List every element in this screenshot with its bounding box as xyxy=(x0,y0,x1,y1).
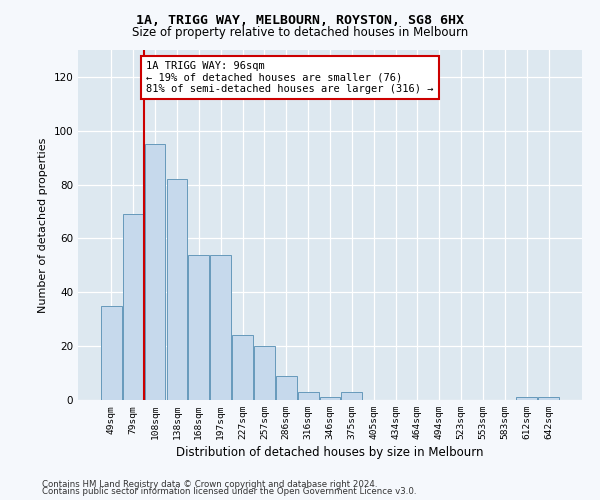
Text: Contains public sector information licensed under the Open Government Licence v3: Contains public sector information licen… xyxy=(42,488,416,496)
Text: 1A TRIGG WAY: 96sqm
← 19% of detached houses are smaller (76)
81% of semi-detach: 1A TRIGG WAY: 96sqm ← 19% of detached ho… xyxy=(146,61,434,94)
Bar xyxy=(188,254,209,400)
Bar xyxy=(101,306,122,400)
Bar xyxy=(210,254,231,400)
Text: Size of property relative to detached houses in Melbourn: Size of property relative to detached ho… xyxy=(132,26,468,39)
Y-axis label: Number of detached properties: Number of detached properties xyxy=(38,138,48,312)
Bar xyxy=(232,336,253,400)
Bar xyxy=(145,144,166,400)
Bar xyxy=(167,179,187,400)
Bar xyxy=(538,398,559,400)
Bar xyxy=(254,346,275,400)
Bar xyxy=(341,392,362,400)
X-axis label: Distribution of detached houses by size in Melbourn: Distribution of detached houses by size … xyxy=(176,446,484,460)
Text: 1A, TRIGG WAY, MELBOURN, ROYSTON, SG8 6HX: 1A, TRIGG WAY, MELBOURN, ROYSTON, SG8 6H… xyxy=(136,14,464,27)
Text: Contains HM Land Registry data © Crown copyright and database right 2024.: Contains HM Land Registry data © Crown c… xyxy=(42,480,377,489)
Bar xyxy=(298,392,319,400)
Bar xyxy=(276,376,296,400)
Bar xyxy=(320,398,340,400)
Bar xyxy=(517,398,537,400)
Bar xyxy=(123,214,143,400)
